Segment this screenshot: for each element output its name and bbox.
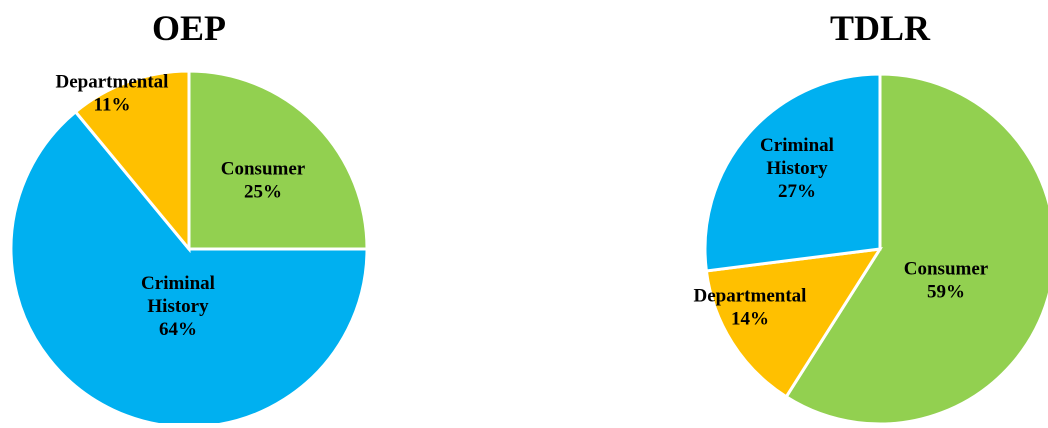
- oep-value-consumer: 25%: [244, 181, 282, 202]
- tdlr-label-consumer: Consumer: [904, 258, 989, 279]
- tdlr-value-consumer: 59%: [927, 281, 965, 302]
- oep-slice-consumer: [187, 69, 369, 251]
- tdlr-value-criminal-history: 27%: [778, 181, 816, 202]
- oep-label-departmental: Departmental: [56, 71, 169, 92]
- tdlr-chart-title: TDLR: [830, 8, 931, 48]
- tdlr-slice-criminal-history: [703, 72, 882, 273]
- oep-value-criminal-history: 64%: [159, 319, 197, 340]
- oep-chart-title: OEP: [152, 8, 226, 48]
- oep-label-criminal-history: Criminal History: [141, 273, 215, 317]
- oep-slice-criminal-history: [9, 109, 369, 428]
- oep-label-consumer: Consumer: [221, 158, 306, 179]
- oep-value-departmental: 11%: [94, 94, 131, 115]
- tdlr-label-departmental: Departmental: [694, 285, 807, 306]
- tdlr-label-criminal-history: Criminal History: [760, 135, 834, 179]
- tdlr-value-departmental: 14%: [731, 308, 769, 329]
- oep-slice-departmental: [73, 69, 191, 254]
- tdlr-slice-departmental: [704, 247, 883, 399]
